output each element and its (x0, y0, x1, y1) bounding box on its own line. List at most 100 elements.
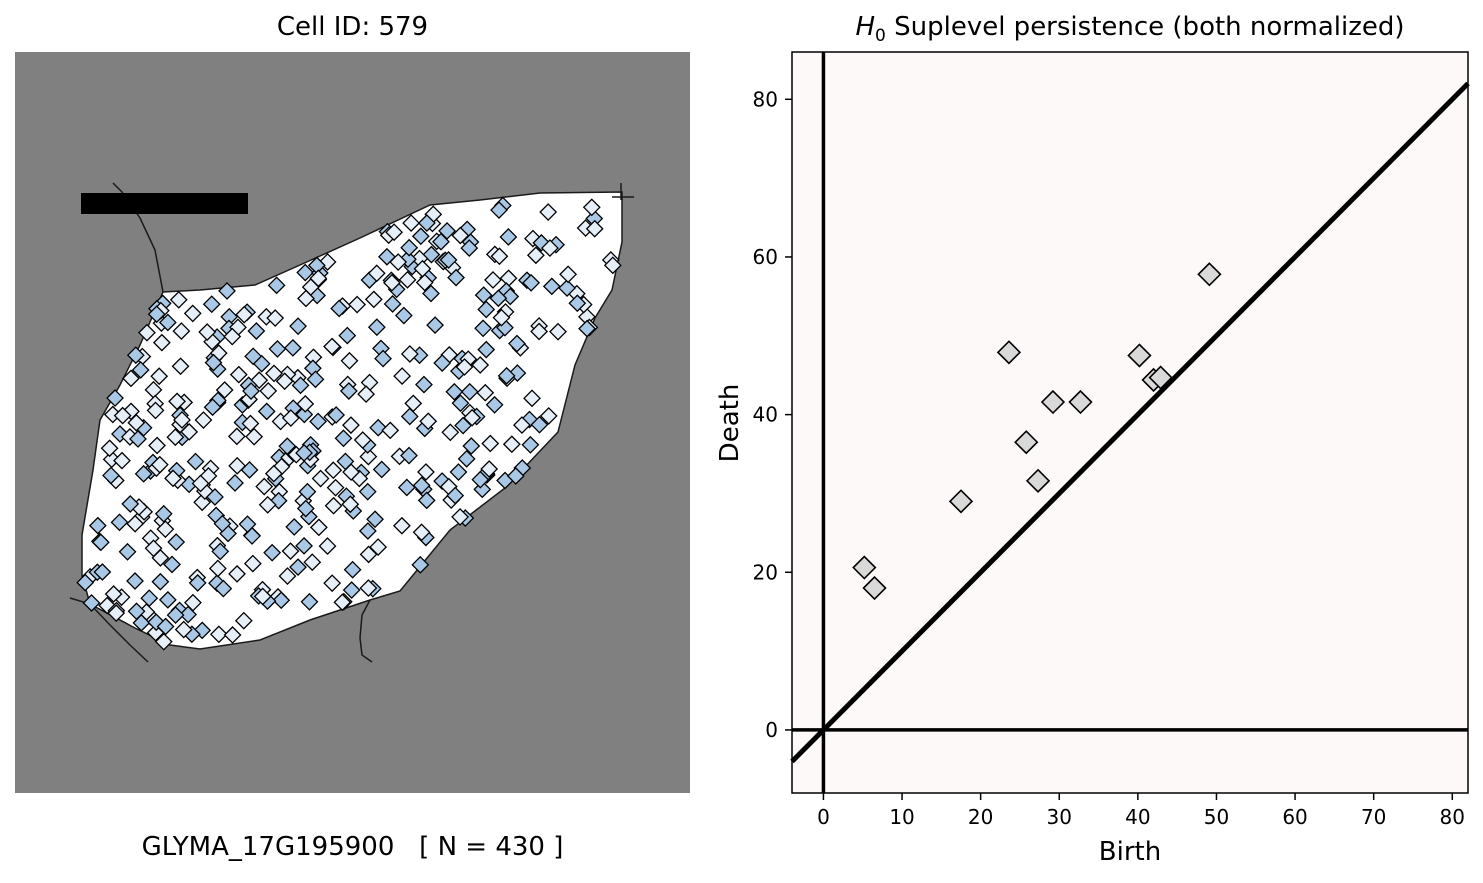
transcript-marker (383, 273, 401, 292)
transcript-marker (447, 268, 465, 287)
transcript-marker (490, 247, 509, 266)
transcript-marker (275, 372, 294, 391)
x-tick-label: 10 (889, 805, 914, 829)
transcript-marker (568, 294, 587, 313)
transcript-marker (334, 429, 353, 448)
y-tick-label: 20 (753, 560, 778, 584)
transcript-marker (438, 222, 456, 240)
transcript-marker (311, 469, 330, 488)
transcript-marker (208, 559, 227, 578)
transcript-marker (152, 333, 171, 352)
transcript-marker (183, 304, 202, 323)
persistence-point (996, 340, 1022, 365)
transcript-marker (367, 264, 386, 283)
transcript-marker (257, 402, 276, 421)
transcript-marker (148, 436, 166, 455)
transcript-marker (150, 367, 169, 386)
title-prefix: H (855, 12, 876, 42)
transcript-marker (508, 364, 527, 382)
transcript-marker (342, 581, 361, 599)
transcript-marker (283, 338, 302, 357)
transcript-marker (258, 495, 277, 514)
transcript-marker (267, 276, 286, 295)
transcript-marker (471, 356, 490, 374)
transcript-marker (480, 460, 499, 478)
transcript-marker (204, 353, 223, 372)
transcript-marker (372, 460, 391, 479)
transcript-marker (327, 406, 346, 424)
transcript-marker (150, 455, 169, 474)
transcript-marker (336, 452, 355, 471)
transcript-marker (146, 401, 165, 420)
transcript-marker (539, 407, 558, 425)
transcript-marker (88, 516, 107, 535)
transcript-marker (338, 326, 357, 345)
transcript-marker (358, 482, 377, 501)
transcript-marker (188, 574, 207, 592)
transcript-marker (268, 339, 287, 358)
transcript-marker (76, 573, 95, 592)
transcript-marker (474, 286, 493, 305)
transcript-marker (296, 394, 315, 413)
transcript-marker (485, 395, 504, 414)
transcript-marker (324, 461, 343, 480)
persistence-point (1148, 365, 1173, 390)
transcript-marker (245, 427, 264, 446)
x-tick-label: 80 (1440, 805, 1465, 829)
transcript-marker (215, 381, 234, 399)
transcript-marker (91, 533, 110, 552)
transcript-marker (383, 295, 402, 313)
transcript-marker (113, 406, 132, 425)
title-subscript: 0 (875, 26, 886, 47)
transcript-marker (278, 567, 297, 586)
transcript-marker (381, 421, 400, 440)
transcript-marker (281, 409, 300, 427)
transcript-marker (451, 226, 470, 245)
transcript-marker (214, 579, 233, 598)
transcript-marker (272, 591, 291, 610)
transcript-marker (172, 322, 191, 341)
transcript-marker (451, 394, 470, 413)
transcript-marker (426, 316, 444, 335)
transcript-marker (223, 626, 242, 644)
transcript-marker (263, 543, 282, 562)
transcript-marker (400, 345, 419, 363)
transcript-marker (110, 513, 129, 532)
transcript-marker (499, 228, 518, 246)
cell-boundary-lines (69, 182, 634, 663)
x-tick-label: 70 (1361, 805, 1386, 829)
transcript-marker (521, 435, 540, 454)
transcript-marker (297, 289, 315, 308)
transcript-marker (460, 382, 479, 401)
transcript-marker (104, 585, 123, 603)
transcript-marker (281, 542, 300, 561)
transcript-marker (358, 522, 377, 540)
transcript-marker (240, 461, 259, 479)
transcript-marker (412, 476, 431, 495)
transcript-marker (140, 589, 159, 608)
transcript-marker (147, 305, 166, 324)
left-panel-title: Cell ID: 579 (276, 12, 429, 42)
transcript-marker (341, 495, 360, 514)
y-tick-label: 60 (753, 245, 778, 269)
transcript-marker (291, 376, 310, 395)
transcript-marker (154, 504, 173, 523)
persistence-chart: 0 10 20 30 40 50 60 70 80 0 20 40 60 80 Birth Death (715, 51, 1470, 867)
transcript-marker (400, 446, 418, 465)
transcript-marker (476, 383, 495, 402)
y-tick-label: 40 (753, 403, 778, 427)
transcript-marker (106, 389, 124, 407)
transcript-marker (400, 407, 419, 426)
x-axis-label: Birth (1099, 837, 1161, 867)
transcript-marker (169, 290, 188, 309)
transcript-marker (107, 604, 126, 623)
transcript-marker (330, 299, 349, 318)
transcript-marker (156, 617, 175, 636)
transcript-marker (455, 358, 474, 376)
transcript-marker (502, 435, 521, 454)
transcript-marker (603, 256, 622, 275)
transcript-marker (244, 347, 263, 366)
transcript-marker (497, 366, 516, 385)
transcript-marker (359, 579, 378, 597)
transcript-marker (318, 537, 337, 556)
